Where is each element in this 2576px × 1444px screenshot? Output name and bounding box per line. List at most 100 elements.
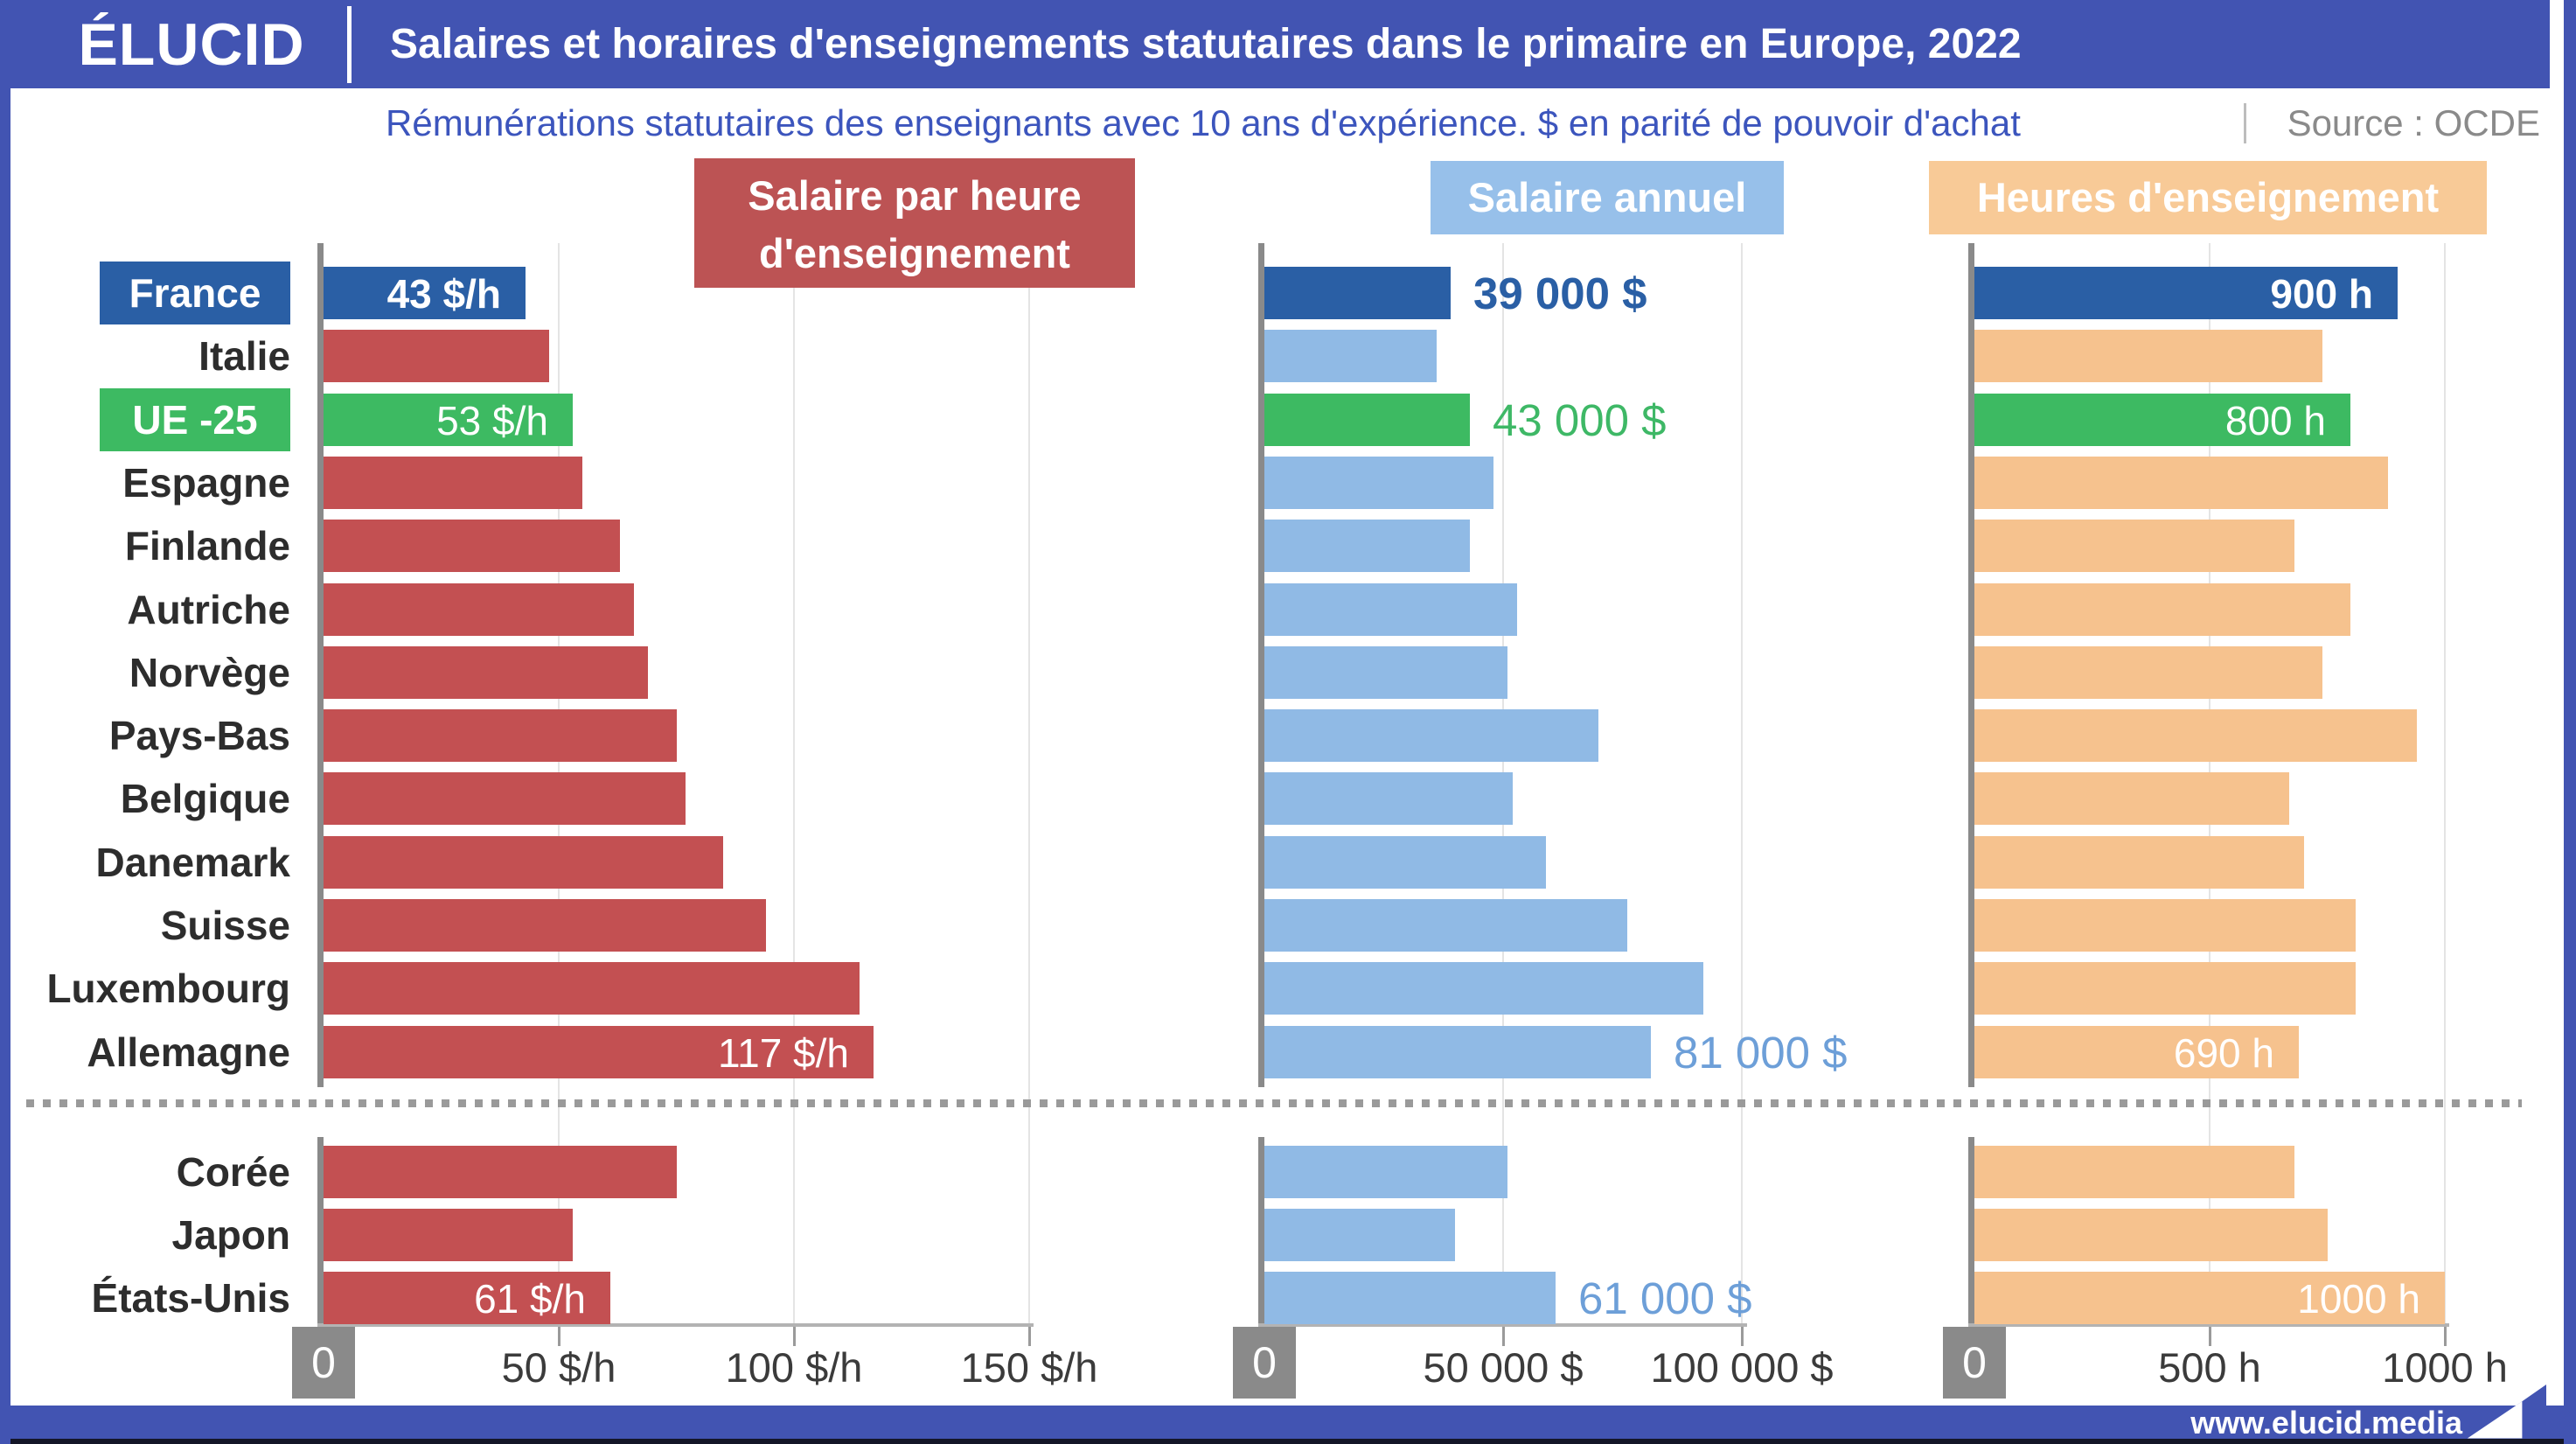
- axis-tick-hourly: [793, 1327, 796, 1346]
- bar-hourly: [324, 1026, 874, 1078]
- bar-annual: [1264, 709, 1598, 762]
- legend-hours: Heures d'enseignement: [1929, 161, 2487, 234]
- axis-tick-annual: [1502, 1327, 1505, 1346]
- value-label-hours: 800 h: [2224, 398, 2326, 443]
- country-label: Suisse: [160, 903, 290, 948]
- page-title: Salaires et horaires d'enseignements sta…: [390, 21, 2022, 67]
- bar-hourly: [324, 836, 723, 889]
- axis-line-annual: [1258, 1137, 1264, 1327]
- bar-hourly: [324, 330, 549, 382]
- bar-hourly: [324, 899, 766, 952]
- bar-hours: [1974, 836, 2304, 889]
- value-label-hourly: 61 $/h: [474, 1276, 586, 1322]
- page-border-left: [0, 0, 10, 1444]
- bar-hours: [1974, 772, 2289, 825]
- bar-hours: [1974, 394, 2350, 446]
- bar-annual: [1264, 772, 1513, 825]
- axis-zero-box-annual: 0: [1233, 1327, 1296, 1399]
- page-border-right: [2564, 0, 2576, 1444]
- footer-bar: www.elucid.media: [0, 1385, 2576, 1441]
- bar-hours: [1974, 646, 2322, 699]
- bar-annual: [1264, 1026, 1651, 1078]
- axis-tick-label-annual: 50 000 $: [1423, 1344, 1584, 1391]
- bar-annual: [1264, 1209, 1455, 1261]
- bar-hourly: [324, 646, 648, 699]
- dotted-separator: [26, 1099, 2522, 1107]
- axis-tick-label-hourly: 150 $/h: [960, 1344, 1098, 1391]
- axis-tick-hours: [2209, 1327, 2211, 1346]
- bar-annual: [1264, 836, 1546, 889]
- axis-line-hours: [1968, 243, 1974, 1087]
- bar-annual: [1264, 330, 1437, 382]
- axis-tick-hourly: [1028, 1327, 1031, 1346]
- bar-hours: [1974, 1146, 2294, 1198]
- legend-annual: Salaire annuel: [1431, 161, 1784, 234]
- value-label-annual: 61 000 $: [1578, 1273, 1752, 1323]
- value-label-annual: 81 000 $: [1674, 1028, 1848, 1078]
- chart-subtitle: Rémunérations statutaires des enseignant…: [386, 102, 2021, 143]
- country-label: Corée: [176, 1149, 290, 1195]
- value-label-hours: 690 h: [2173, 1030, 2274, 1076]
- bar-hourly: [324, 772, 686, 825]
- gridline-hourly: [1028, 243, 1030, 1327]
- axis-baseline-annual: [1258, 1323, 1747, 1327]
- country-label: Pays-Bas: [108, 713, 290, 758]
- value-label-hourly: 43 $/h: [386, 271, 501, 317]
- axis-tick-hours: [2444, 1327, 2447, 1346]
- axis-baseline-hourly: [317, 1323, 1034, 1327]
- bar-hours: [1974, 520, 2294, 572]
- country-label: Norvège: [129, 650, 290, 695]
- axis-line-annual: [1258, 243, 1264, 1087]
- bar-hourly: [324, 457, 582, 509]
- bar-hours: [1974, 267, 2398, 319]
- bar-hours: [1974, 1209, 2328, 1261]
- country-label: États-Unis: [91, 1275, 290, 1321]
- axis-line-hourly: [317, 243, 324, 1087]
- bar-hours: [1974, 583, 2350, 636]
- elucid-logo: ÉLUCID: [78, 10, 305, 78]
- bar-hourly: [324, 394, 573, 446]
- header-divider: [347, 6, 352, 83]
- value-label-hours: 900 h: [2270, 271, 2373, 317]
- value-label-hourly: 53 $/h: [436, 398, 548, 443]
- axis-tick-label-hourly: 100 $/h: [725, 1344, 863, 1391]
- bar-hourly: [324, 1272, 610, 1324]
- bar-hours: [1974, 709, 2417, 762]
- axis-tick-label-hourly: 50 $/h: [501, 1344, 616, 1391]
- country-label: Allemagne: [87, 1029, 290, 1075]
- axis-tick-annual: [1741, 1327, 1744, 1346]
- axis-line-hours: [1968, 1137, 1974, 1327]
- bar-hourly: [324, 709, 677, 762]
- bar-hours: [1974, 330, 2322, 382]
- country-label: Espagne: [122, 460, 290, 506]
- axis-zero-box-hours: 0: [1943, 1327, 2006, 1399]
- bar-annual: [1264, 394, 1470, 446]
- value-label-hours: 1000 h: [2297, 1276, 2420, 1322]
- legend-hourly: Salaire par heure d'enseignement: [694, 158, 1135, 288]
- bar-hourly: [324, 267, 526, 319]
- header-bar: ÉLUCID Salaires et horaires d'enseigneme…: [0, 0, 2550, 88]
- source-label: Source : OCDE: [2287, 102, 2540, 143]
- country-label: Autriche: [127, 587, 290, 632]
- bar-annual: [1264, 457, 1493, 509]
- bar-hourly: [324, 962, 860, 1015]
- bar-hours: [1974, 457, 2388, 509]
- gridline-hourly: [793, 243, 795, 1327]
- bar-hours: [1974, 1272, 2445, 1324]
- gridline-annual: [1741, 243, 1743, 1327]
- axis-zero-box-hourly: 0: [292, 1327, 355, 1399]
- bar-annual: [1264, 899, 1627, 952]
- value-label-annual: 43 000 $: [1493, 395, 1667, 445]
- axis-tick-label-annual: 100 000 $: [1650, 1344, 1834, 1391]
- axis-tick-label-hours: 500 h: [2158, 1344, 2261, 1391]
- elucid-flag-icon: [2466, 1385, 2546, 1441]
- bar-hours: [1974, 1026, 2299, 1078]
- bar-annual: [1264, 646, 1507, 699]
- bar-annual: [1264, 962, 1703, 1015]
- bar-annual: [1264, 1146, 1507, 1198]
- gridline-hours: [2444, 243, 2446, 1327]
- website-url: www.elucid.media: [2190, 1405, 2462, 1441]
- bar-annual: [1264, 1272, 1556, 1324]
- value-label-hourly: 117 $/h: [717, 1030, 849, 1076]
